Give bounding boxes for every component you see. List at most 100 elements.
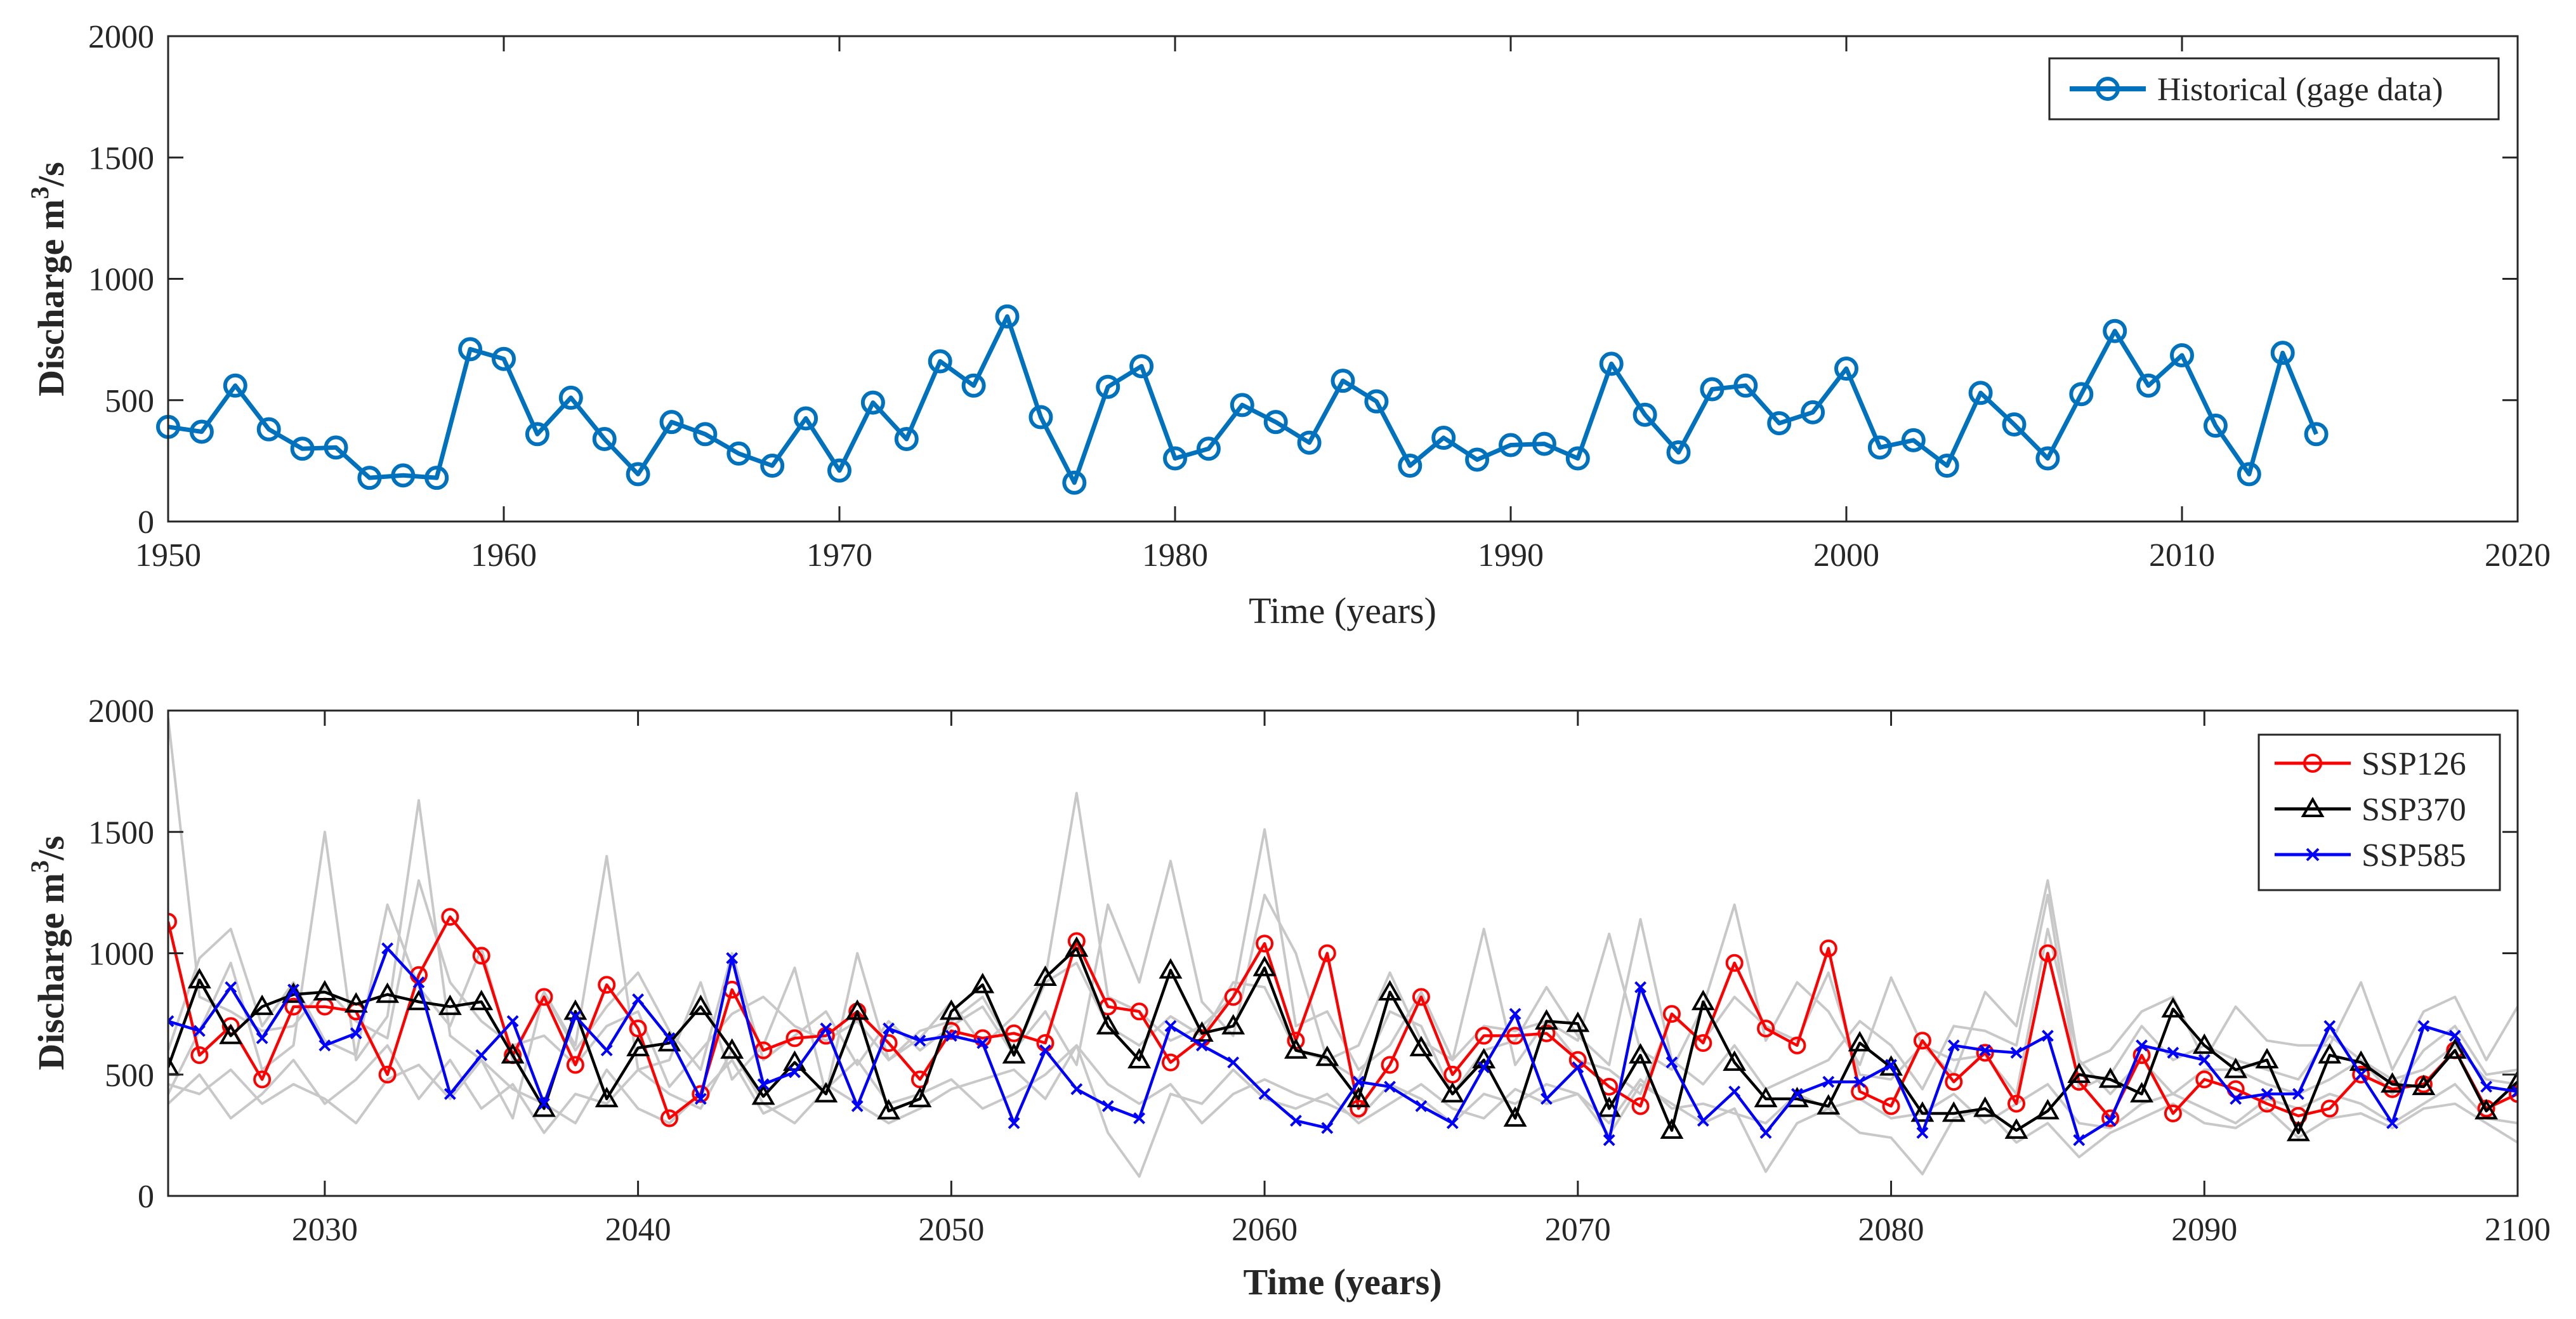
historical-y-tick-label: 1000	[88, 262, 154, 298]
ssp370-point	[2506, 1070, 2518, 1091]
ssp370-point	[2474, 1099, 2499, 1120]
historical-gage-data-point	[894, 426, 919, 451]
projection-x-tick-label: 2080	[1858, 1212, 1924, 1248]
ssp585-point	[883, 1022, 895, 1035]
ssp126-point	[1130, 1002, 1148, 1021]
ssp585-line	[168, 947, 2518, 1142]
historical-gage-data-point	[794, 406, 818, 431]
ssp126-point	[2101, 1109, 2120, 1127]
ssp370-point	[2318, 1043, 2342, 1064]
ssp126-point	[441, 908, 459, 926]
ssp370-point	[1848, 1030, 1872, 1052]
ssp585-point	[1509, 1007, 1521, 1020]
ssp585-point	[1384, 1080, 1396, 1093]
historical-gage-data-point	[1700, 377, 1725, 402]
historical-x-tick-label: 2000	[1813, 537, 1879, 574]
ssp126-point	[1412, 988, 1430, 1006]
ssp585-point	[1916, 1127, 1929, 1139]
ssp370-point	[1002, 1043, 1026, 1064]
ssp370-point	[1691, 989, 1715, 1011]
historical-gage-data-point	[995, 304, 1020, 329]
ssp370-point	[2349, 1050, 2373, 1071]
projection-x-tick-label: 2060	[1232, 1212, 1298, 1248]
ssp585-point	[1666, 1056, 1678, 1069]
ssp370-point	[751, 1084, 775, 1105]
ssp585-point	[2261, 1087, 2273, 1100]
ssp585-point	[2167, 1046, 2179, 1059]
historical-gage-data-point	[1633, 402, 1657, 427]
ssp585-point	[1227, 1056, 1240, 1069]
historical-legend: Historical (gage data)	[2048, 57, 2500, 121]
ssp370-point	[1096, 1014, 1120, 1035]
ssp126-point	[1819, 939, 1837, 957]
ssp126-point	[2008, 1094, 2026, 1113]
ssp585-point	[506, 1015, 519, 1028]
historical-gage-data-point	[1599, 351, 1624, 376]
ssp370-point	[877, 1099, 901, 1120]
historical-gage-data-point	[1935, 454, 1959, 478]
ssp126-point	[1913, 1032, 1931, 1050]
projection-x-tick-label: 2100	[2485, 1212, 2551, 1248]
ssp585-point	[694, 1093, 707, 1105]
ssp585-point	[2136, 1039, 2148, 1052]
ssp585-point	[225, 981, 237, 994]
ssp585-point	[2323, 1020, 2336, 1032]
projection-y-axis-label: Discharge m3/s	[25, 836, 72, 1070]
ssp126-point	[2164, 1104, 2182, 1122]
ssp126-point	[879, 1034, 898, 1053]
ssp585-point	[1634, 981, 1646, 994]
ssp370-point	[971, 973, 995, 994]
historical-x-tick-label: 1980	[1142, 537, 1208, 574]
ssp585-point	[945, 1030, 957, 1042]
ssp370-point	[1159, 958, 1183, 979]
ssp585-point	[1885, 1059, 1897, 1071]
ssp585-point	[1572, 1061, 1584, 1073]
ssp370-point	[2443, 1038, 2467, 1059]
ssp370-point	[470, 989, 494, 1011]
ssp585-point	[1195, 1039, 1208, 1052]
historical-gage-data-point	[2270, 341, 2295, 365]
ssp370-point	[1910, 1101, 1935, 1122]
historical-gage-data-point	[1230, 393, 1254, 417]
ssp126-point	[1976, 1044, 1994, 1062]
ensemble-member-1-line	[168, 718, 2518, 1096]
ssp585-point	[1258, 1087, 1271, 1100]
ssp585-point	[475, 1049, 488, 1061]
ssp126-point	[1161, 1053, 1180, 1072]
ssp585-point	[2010, 1046, 2023, 1059]
historical-gage-data-point	[1532, 431, 1556, 456]
ssp370-point	[720, 1038, 744, 1059]
historical-legend-label: Historical (gage data)	[2157, 72, 2443, 108]
ssp370-point	[1190, 1021, 1214, 1042]
historical-gage-data-point	[2136, 373, 2161, 398]
ssp126-point	[566, 1056, 584, 1074]
ssp585-point	[976, 1037, 989, 1049]
ssp370-point	[2381, 1072, 2404, 1093]
historical-gage-data-point	[1968, 381, 1993, 405]
historical-gage-data-point	[458, 337, 483, 362]
ssp585-point	[1541, 1093, 1553, 1105]
ssp585-point	[851, 1100, 864, 1112]
ssp370-point	[2130, 1082, 2153, 1103]
historical-gage-data-point	[1163, 446, 1187, 471]
ensemble-member-5-line	[168, 1044, 2518, 1129]
historical-gage-data-point	[1263, 410, 1288, 435]
historical-x-tick-label: 2010	[2149, 537, 2215, 574]
historical-gage-data-point	[492, 346, 516, 371]
ssp585-point	[2041, 1030, 2054, 1042]
historical-series-layer	[156, 304, 2329, 495]
ssp370-point	[1065, 936, 1089, 957]
ssp370-point	[1440, 1082, 1464, 1103]
ssp370-point	[2286, 1120, 2310, 1141]
ssp585-point	[1728, 1086, 1741, 1098]
ssp585-point	[663, 1032, 676, 1044]
ssp126-point	[1224, 988, 1242, 1006]
projection-axis-ticks: 2030 2040 2050 2060 2070 2080 2090 2100 0 500 1000…	[88, 693, 2551, 1248]
ssp370-point	[595, 1086, 619, 1108]
ssp370-point	[1378, 980, 1402, 1001]
ssp126-point	[1381, 1056, 1399, 1074]
ssp585-point	[1791, 1087, 1803, 1100]
ssp585-point	[1164, 1020, 1177, 1032]
